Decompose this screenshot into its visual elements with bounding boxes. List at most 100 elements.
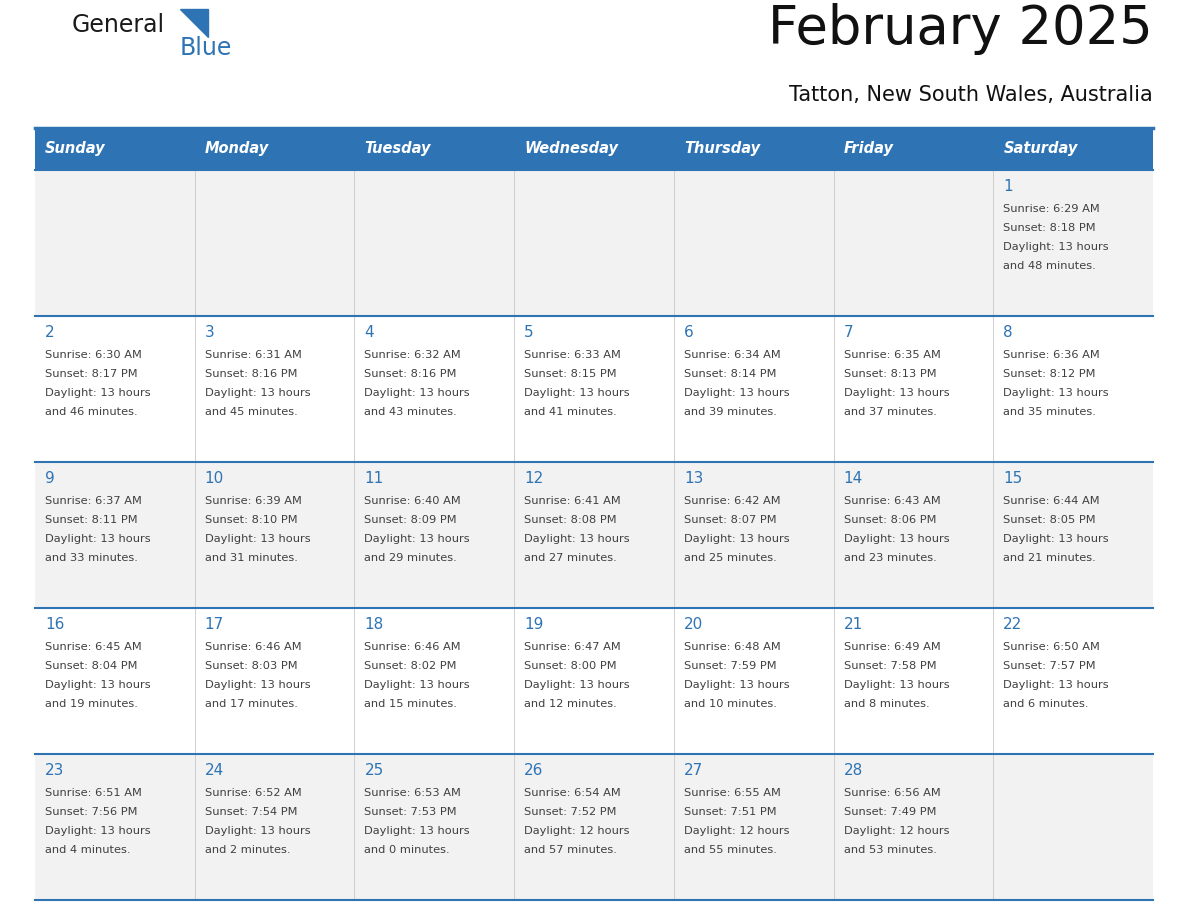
Text: Sunrise: 6:37 AM: Sunrise: 6:37 AM bbox=[45, 496, 141, 506]
Bar bbox=[34, 316, 1154, 462]
Text: Daylight: 13 hours: Daylight: 13 hours bbox=[365, 388, 470, 398]
Text: Sunrise: 6:54 AM: Sunrise: 6:54 AM bbox=[524, 788, 621, 798]
Text: Sunset: 8:00 PM: Sunset: 8:00 PM bbox=[524, 661, 617, 671]
Text: Sunset: 8:03 PM: Sunset: 8:03 PM bbox=[204, 661, 297, 671]
Text: and 21 minutes.: and 21 minutes. bbox=[1004, 553, 1097, 563]
Text: 10: 10 bbox=[204, 471, 225, 486]
Text: 8: 8 bbox=[1004, 325, 1013, 340]
Bar bbox=[34, 462, 1154, 608]
Text: Sunrise: 6:33 AM: Sunrise: 6:33 AM bbox=[524, 350, 621, 360]
Text: 26: 26 bbox=[524, 763, 544, 778]
Text: and 39 minutes.: and 39 minutes. bbox=[684, 407, 777, 417]
Text: and 35 minutes.: and 35 minutes. bbox=[1004, 407, 1097, 417]
Text: Sunrise: 6:32 AM: Sunrise: 6:32 AM bbox=[365, 350, 461, 360]
Text: 25: 25 bbox=[365, 763, 384, 778]
Text: Thursday: Thursday bbox=[684, 141, 760, 156]
Text: Wednesday: Wednesday bbox=[524, 141, 618, 156]
Text: 5: 5 bbox=[524, 325, 533, 340]
Text: Saturday: Saturday bbox=[1004, 141, 1078, 156]
Text: Daylight: 13 hours: Daylight: 13 hours bbox=[1004, 388, 1108, 398]
Text: and 6 minutes.: and 6 minutes. bbox=[1004, 699, 1088, 709]
Text: Sunset: 8:08 PM: Sunset: 8:08 PM bbox=[524, 515, 617, 525]
Text: 23: 23 bbox=[45, 763, 64, 778]
Text: and 2 minutes.: and 2 minutes. bbox=[204, 845, 290, 855]
Text: Sunset: 8:12 PM: Sunset: 8:12 PM bbox=[1004, 369, 1095, 379]
Text: Daylight: 13 hours: Daylight: 13 hours bbox=[45, 388, 151, 398]
Text: Sunset: 8:16 PM: Sunset: 8:16 PM bbox=[204, 369, 297, 379]
Text: Daylight: 13 hours: Daylight: 13 hours bbox=[365, 534, 470, 544]
Text: Daylight: 13 hours: Daylight: 13 hours bbox=[45, 826, 151, 836]
Text: Daylight: 13 hours: Daylight: 13 hours bbox=[843, 534, 949, 544]
Text: 1: 1 bbox=[1004, 179, 1013, 194]
Text: Sunrise: 6:30 AM: Sunrise: 6:30 AM bbox=[45, 350, 141, 360]
Text: Sunrise: 6:35 AM: Sunrise: 6:35 AM bbox=[843, 350, 941, 360]
Text: and 53 minutes.: and 53 minutes. bbox=[843, 845, 936, 855]
Text: Sunset: 8:18 PM: Sunset: 8:18 PM bbox=[1004, 223, 1095, 233]
Text: Sunrise: 6:55 AM: Sunrise: 6:55 AM bbox=[684, 788, 781, 798]
Text: Friday: Friday bbox=[843, 141, 893, 156]
Text: Sunset: 7:54 PM: Sunset: 7:54 PM bbox=[204, 807, 297, 817]
Text: and 57 minutes.: and 57 minutes. bbox=[524, 845, 617, 855]
Text: and 41 minutes.: and 41 minutes. bbox=[524, 407, 617, 417]
Text: Sunset: 8:05 PM: Sunset: 8:05 PM bbox=[1004, 515, 1095, 525]
Text: and 12 minutes.: and 12 minutes. bbox=[524, 699, 617, 709]
Text: Sunrise: 6:50 AM: Sunrise: 6:50 AM bbox=[1004, 642, 1100, 652]
Text: 19: 19 bbox=[524, 617, 544, 632]
Text: 24: 24 bbox=[204, 763, 225, 778]
Text: 28: 28 bbox=[843, 763, 862, 778]
Bar bbox=[34, 170, 1154, 316]
Text: Daylight: 12 hours: Daylight: 12 hours bbox=[843, 826, 949, 836]
Text: 6: 6 bbox=[684, 325, 694, 340]
Text: and 0 minutes.: and 0 minutes. bbox=[365, 845, 450, 855]
Text: and 19 minutes.: and 19 minutes. bbox=[45, 699, 138, 709]
Text: Sunrise: 6:41 AM: Sunrise: 6:41 AM bbox=[524, 496, 621, 506]
Text: Daylight: 13 hours: Daylight: 13 hours bbox=[843, 388, 949, 398]
Text: Daylight: 13 hours: Daylight: 13 hours bbox=[204, 388, 310, 398]
Text: Sunset: 8:15 PM: Sunset: 8:15 PM bbox=[524, 369, 617, 379]
Text: 7: 7 bbox=[843, 325, 853, 340]
Text: February 2025: February 2025 bbox=[769, 3, 1154, 55]
Text: 20: 20 bbox=[684, 617, 703, 632]
Text: Sunset: 7:52 PM: Sunset: 7:52 PM bbox=[524, 807, 617, 817]
Text: Sunrise: 6:52 AM: Sunrise: 6:52 AM bbox=[204, 788, 302, 798]
Text: and 4 minutes.: and 4 minutes. bbox=[45, 845, 131, 855]
Bar bbox=[34, 754, 1154, 900]
Text: Sunrise: 6:36 AM: Sunrise: 6:36 AM bbox=[1004, 350, 1100, 360]
Text: Sunrise: 6:45 AM: Sunrise: 6:45 AM bbox=[45, 642, 141, 652]
Text: Sunset: 8:16 PM: Sunset: 8:16 PM bbox=[365, 369, 457, 379]
Text: 21: 21 bbox=[843, 617, 862, 632]
Text: Daylight: 13 hours: Daylight: 13 hours bbox=[204, 680, 310, 690]
Text: Daylight: 13 hours: Daylight: 13 hours bbox=[204, 826, 310, 836]
Text: Daylight: 13 hours: Daylight: 13 hours bbox=[1004, 242, 1108, 252]
Text: Sunset: 7:59 PM: Sunset: 7:59 PM bbox=[684, 661, 777, 671]
Text: Sunrise: 6:56 AM: Sunrise: 6:56 AM bbox=[843, 788, 941, 798]
Text: Sunset: 8:17 PM: Sunset: 8:17 PM bbox=[45, 369, 138, 379]
Text: Sunrise: 6:53 AM: Sunrise: 6:53 AM bbox=[365, 788, 461, 798]
Text: and 10 minutes.: and 10 minutes. bbox=[684, 699, 777, 709]
Text: Sunset: 7:57 PM: Sunset: 7:57 PM bbox=[1004, 661, 1095, 671]
Text: Daylight: 13 hours: Daylight: 13 hours bbox=[1004, 534, 1108, 544]
Text: Daylight: 13 hours: Daylight: 13 hours bbox=[204, 534, 310, 544]
Text: Daylight: 13 hours: Daylight: 13 hours bbox=[45, 534, 151, 544]
Text: Sunset: 8:13 PM: Sunset: 8:13 PM bbox=[843, 369, 936, 379]
Bar bbox=[34, 608, 1154, 754]
Text: and 17 minutes.: and 17 minutes. bbox=[204, 699, 297, 709]
Text: Daylight: 13 hours: Daylight: 13 hours bbox=[524, 680, 630, 690]
Text: Daylight: 13 hours: Daylight: 13 hours bbox=[684, 680, 790, 690]
Text: Sunset: 8:11 PM: Sunset: 8:11 PM bbox=[45, 515, 138, 525]
Text: Sunrise: 6:34 AM: Sunrise: 6:34 AM bbox=[684, 350, 781, 360]
Text: and 46 minutes.: and 46 minutes. bbox=[45, 407, 138, 417]
Text: Sunset: 7:58 PM: Sunset: 7:58 PM bbox=[843, 661, 936, 671]
Text: Sunset: 8:07 PM: Sunset: 8:07 PM bbox=[684, 515, 777, 525]
Text: Tuesday: Tuesday bbox=[365, 141, 431, 156]
Text: 2: 2 bbox=[45, 325, 55, 340]
Text: Sunrise: 6:43 AM: Sunrise: 6:43 AM bbox=[843, 496, 941, 506]
Text: and 55 minutes.: and 55 minutes. bbox=[684, 845, 777, 855]
Text: Blue: Blue bbox=[181, 36, 233, 60]
Text: and 31 minutes.: and 31 minutes. bbox=[204, 553, 297, 563]
Text: and 27 minutes.: and 27 minutes. bbox=[524, 553, 617, 563]
Text: Sunday: Sunday bbox=[45, 141, 106, 156]
Text: 9: 9 bbox=[45, 471, 55, 486]
Text: and 15 minutes.: and 15 minutes. bbox=[365, 699, 457, 709]
Text: 4: 4 bbox=[365, 325, 374, 340]
